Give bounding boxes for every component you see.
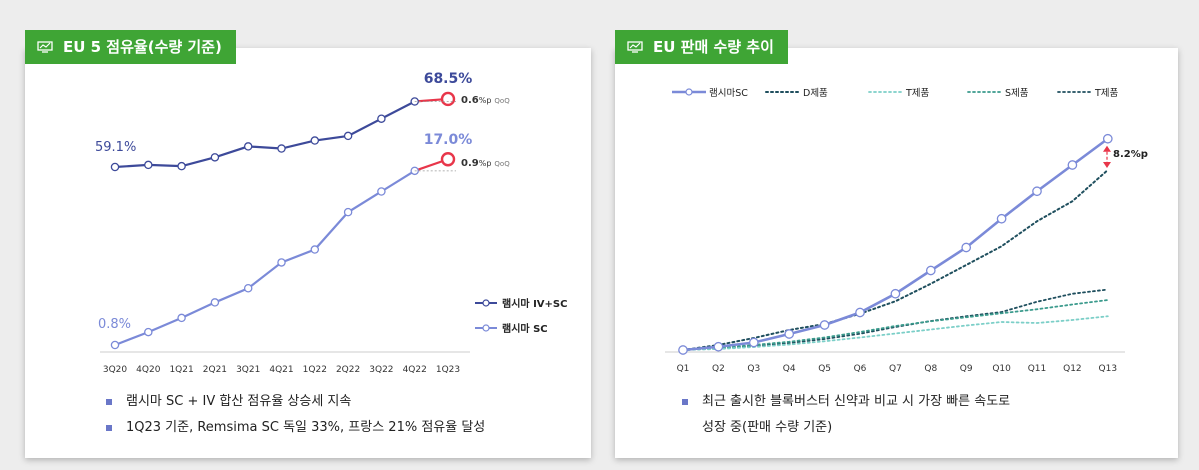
sales-bullet-line-1: 최근 출시한 블록버스터 신약과 비교 시 가장 빠른 속도로: [682, 389, 1010, 415]
sales-bullet-line-2: 성장 중(판매 수량 기준): [702, 420, 833, 435]
share-bullet-list: 램시마 SC + IV 합산 점유율 상승세 지속 1Q23 기준, Remsi…: [106, 389, 485, 441]
sales-chart-title-tab: EU 판매 수량 추이: [615, 30, 788, 64]
sales-bullet-list: 최근 출시한 블록버스터 신약과 비교 시 가장 빠른 속도로 성장 중(판매 …: [682, 389, 1010, 441]
monitor-chart-icon: [627, 41, 643, 53]
share-bullet-2: 1Q23 기준, Remsima SC 독일 33%, 프랑스 21% 점유율 …: [106, 415, 485, 441]
sales-chart-title: EU 판매 수량 추이: [653, 38, 774, 56]
monitor-chart-icon: [37, 41, 53, 53]
share-bullet-1: 램시마 SC + IV 합산 점유율 상승세 지속: [106, 389, 485, 415]
share-chart-title-tab: EU 5 점유율(수량 기준): [25, 30, 236, 64]
share-chart-title: EU 5 점유율(수량 기준): [63, 38, 222, 56]
